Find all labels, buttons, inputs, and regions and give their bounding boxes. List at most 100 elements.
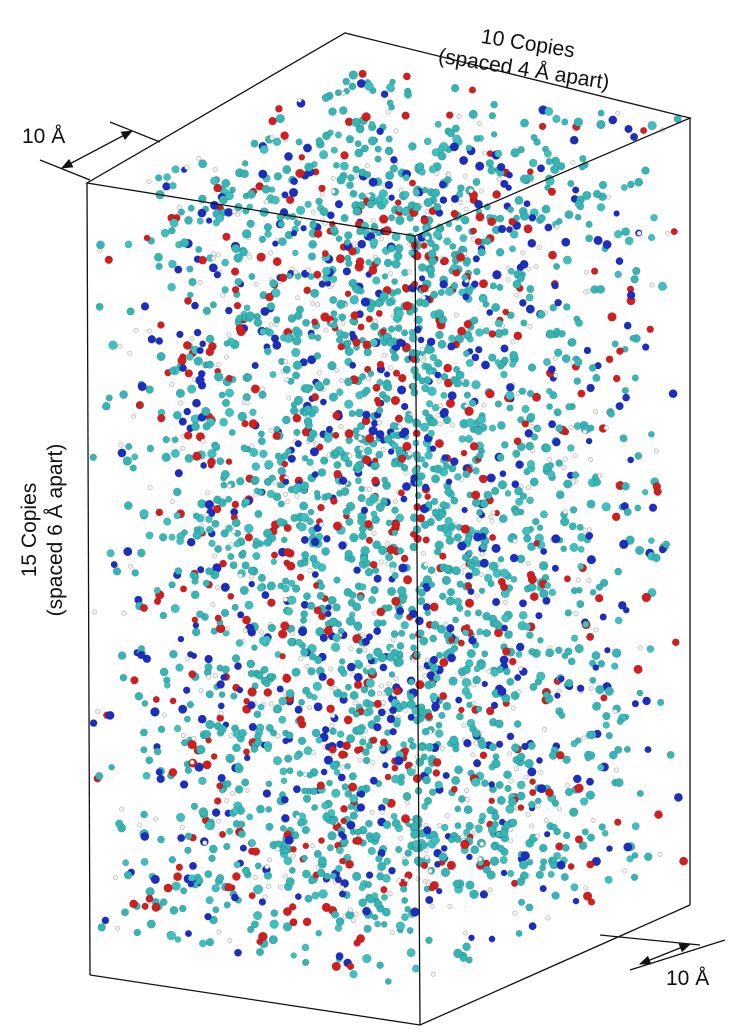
atom [603, 722, 610, 729]
atom [637, 790, 644, 797]
atom [630, 133, 638, 141]
atom [379, 189, 388, 198]
atom [672, 639, 679, 646]
atom [450, 243, 456, 249]
atom [339, 477, 347, 485]
atom [271, 335, 279, 343]
atom [310, 788, 317, 795]
atom [439, 853, 448, 862]
atom [254, 282, 258, 286]
atom [343, 78, 350, 85]
atom [458, 795, 465, 802]
atom [226, 828, 233, 835]
atom [665, 231, 669, 235]
atom [484, 491, 492, 499]
atom [464, 624, 470, 630]
atom [157, 836, 164, 843]
atom [180, 781, 188, 789]
atom [339, 314, 346, 321]
atom [350, 812, 358, 820]
atom [513, 280, 521, 288]
atom [295, 494, 299, 498]
atom [239, 729, 247, 737]
atom [184, 432, 192, 440]
atom [552, 282, 559, 289]
atom [364, 925, 372, 933]
atom [327, 705, 335, 713]
atom [593, 374, 601, 382]
atom [480, 752, 487, 759]
atom [197, 218, 204, 225]
atom [593, 190, 601, 198]
atom [509, 779, 513, 783]
atom [367, 487, 371, 491]
atom [262, 185, 270, 193]
atom [349, 773, 357, 781]
atom [205, 655, 213, 663]
atom [339, 858, 345, 864]
atom [587, 861, 595, 869]
atom [478, 248, 486, 256]
atom [196, 877, 203, 884]
atom [264, 680, 271, 687]
atom [452, 125, 459, 132]
atom [125, 241, 132, 248]
atom [374, 715, 381, 722]
atom [396, 216, 405, 225]
atom [148, 485, 152, 489]
atom [413, 189, 420, 196]
atom [286, 689, 294, 697]
atom [480, 890, 488, 898]
atom [354, 673, 363, 682]
atom [434, 359, 442, 367]
atom [615, 568, 622, 575]
atom [448, 391, 457, 400]
atom [140, 604, 148, 612]
atom [426, 937, 433, 944]
atom [376, 451, 383, 458]
atom [386, 136, 393, 143]
atom [352, 285, 360, 293]
atom [530, 824, 534, 828]
atom [395, 846, 402, 853]
atom [132, 414, 136, 418]
atom [177, 834, 185, 842]
atom [303, 593, 310, 600]
atom [531, 134, 537, 140]
atom [225, 192, 233, 200]
atom [181, 446, 185, 450]
atom [237, 687, 243, 693]
atom [283, 874, 287, 878]
atom [468, 588, 475, 595]
atom [574, 118, 583, 127]
atom [368, 371, 374, 377]
atom [245, 601, 253, 609]
atom [568, 338, 576, 346]
atom [140, 509, 149, 518]
atom [158, 726, 165, 733]
atom [304, 287, 311, 294]
atom [276, 114, 285, 123]
atom [191, 422, 199, 430]
atom [303, 795, 311, 803]
atom [403, 792, 411, 800]
atom [349, 647, 353, 651]
atom [366, 537, 373, 544]
atom [222, 179, 230, 187]
atom [232, 501, 239, 508]
atom [322, 802, 329, 809]
atom [312, 729, 320, 737]
atom [375, 300, 383, 308]
atom [235, 278, 242, 285]
atom [572, 187, 579, 194]
atom [359, 373, 366, 380]
atom [500, 856, 508, 864]
atom [590, 589, 596, 595]
atom [230, 562, 237, 569]
atom [556, 425, 564, 433]
atom [157, 414, 165, 422]
atom [317, 371, 321, 375]
atom [463, 931, 467, 935]
atom [401, 913, 408, 920]
atom [355, 409, 363, 417]
